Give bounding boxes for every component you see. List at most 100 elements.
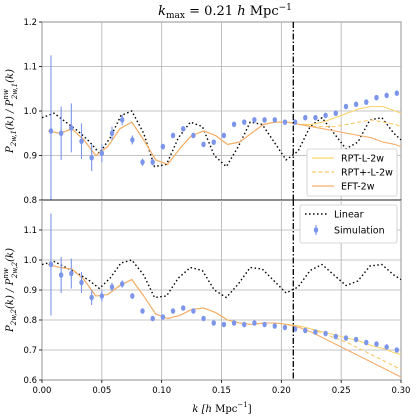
simulation-point [89,144,94,172]
y-tick-label: 1.0 [23,256,37,266]
simulation-point [99,290,105,302]
legend-item: Linear [305,210,364,221]
simulation-point [292,326,298,332]
bottom-panel: 0.6 0.7 0.8 0.9 1.0 1.1 P2w,2(k) / Pnw2w,2(k)… [2,199,411,396]
simulation-point [130,135,135,145]
x-tick-label: 0.00 [33,386,52,396]
y-tick-label: 1.1 [23,226,37,236]
simulation-point [221,321,227,328]
simulation-point [303,114,308,121]
simulation-point [252,117,257,123]
simulation-point [191,132,196,139]
simulation-point [150,159,155,166]
legend-label: RPT+-L-2w [341,168,393,179]
x-axis-label: k [h Mpc−1] [192,401,251,415]
simulation-point [353,336,359,343]
simulation-point [109,126,115,140]
series-line-rpt-plus [47,119,402,165]
top-panel: 0.8 0.9 1.0 1.1 1.2 P2w,1(k) / Pnw2w,1(k) RP… [2,18,402,206]
legend-item: RPT+-L-2w [312,168,393,179]
bottom-y-ticks: 0.6 0.7 0.8 0.9 1.0 1.1 [23,226,42,386]
simulation-point [211,320,216,326]
simulation-point [242,119,247,125]
x-tick-label: 0.30 [392,386,411,396]
simulation-point [69,258,74,289]
legend-label: Linear [334,210,364,221]
simulation-point [374,341,379,347]
bottom-legend-box [299,204,398,244]
y-tick-label: 0.8 [23,196,37,206]
simulation-point [48,213,54,316]
simulation-point [181,126,186,132]
x-ticks: 0.00 0.05 0.10 0.15 0.20 0.25 0.30 [33,380,411,396]
simulation-point [313,329,318,335]
legend-item: RPT-L-2w [312,154,384,165]
top-series [41,55,402,200]
simulation-point [201,141,206,148]
simulation-point [160,314,166,320]
simulation-point [272,323,277,329]
simulation-point [201,315,206,322]
y-tick-label: 0.6 [23,376,37,386]
simulation-point [384,344,389,350]
top-y-ticks: 0.8 0.9 1.0 1.1 1.2 [23,18,42,206]
series-line-rpt-l [47,263,402,356]
y-tick-label: 0.8 [23,316,37,326]
legend-label: RPT-L-2w [341,154,384,165]
simulation-point [394,90,400,96]
simulation-point [69,103,74,153]
legend-label: EFT-2w [341,182,375,193]
x-tick-label: 0.05 [92,386,111,396]
simulation-point [333,333,338,340]
simulation-point [353,101,359,108]
simulation-point [303,327,308,334]
simulation-point [252,320,257,326]
simulation-point [364,339,369,346]
simulation-point [374,94,379,101]
simulation-point [79,272,84,293]
simulation-point [58,257,64,293]
series-line-rpt-plus [47,263,402,370]
simulation-point [48,55,54,200]
simulation-point [262,117,267,123]
bottom-y-axis-label: P2w,2(k) / Pnw2w,2(k) [2,248,19,333]
top-legend: RPT-L-2w RPT+-L-2w EFT-2w [306,148,398,197]
simulation-point [79,123,84,160]
bottom-series [41,213,402,378]
top-legend-box [306,148,398,197]
y-tick-label: 0.9 [23,286,37,296]
simulation-point [109,282,115,292]
simulation-point [231,320,237,326]
simulation-point [313,114,318,121]
simulation-point [119,114,125,126]
simulation-point [292,119,298,125]
legend-item: EFT-2w [312,182,375,193]
simulation-point [323,330,328,337]
y-tick-label: 0.9 [23,152,37,162]
simulation-point [160,143,166,150]
simulation-point [242,321,247,328]
simulation-point [89,290,94,305]
simulation-point [221,132,227,139]
simulation-point [343,103,349,110]
y-tick-label: 1.2 [23,18,37,28]
x-tick-label: 0.20 [272,386,291,396]
simulation-point [384,92,389,99]
legend-label: Simulation [334,226,385,237]
y-tick-label: 1.0 [23,107,37,117]
simulation-point [364,99,369,105]
simulation-point [231,121,237,128]
legend-item: Simulation [313,225,385,237]
top-y-axis-label: P2w,1(k) / Pnw2w,1(k) [2,69,19,154]
simulation-point [130,293,135,299]
series-line-eft [47,121,402,165]
series-line-eft [47,263,402,378]
simulation-point [150,315,155,322]
simulation-point [170,132,176,139]
simulation-point [262,321,267,328]
y-tick-label: 0.7 [23,346,37,356]
x-tick-label: 0.25 [332,386,351,396]
simulation-point [119,280,125,288]
simulation-point [140,308,145,314]
simulation-point [333,110,338,117]
